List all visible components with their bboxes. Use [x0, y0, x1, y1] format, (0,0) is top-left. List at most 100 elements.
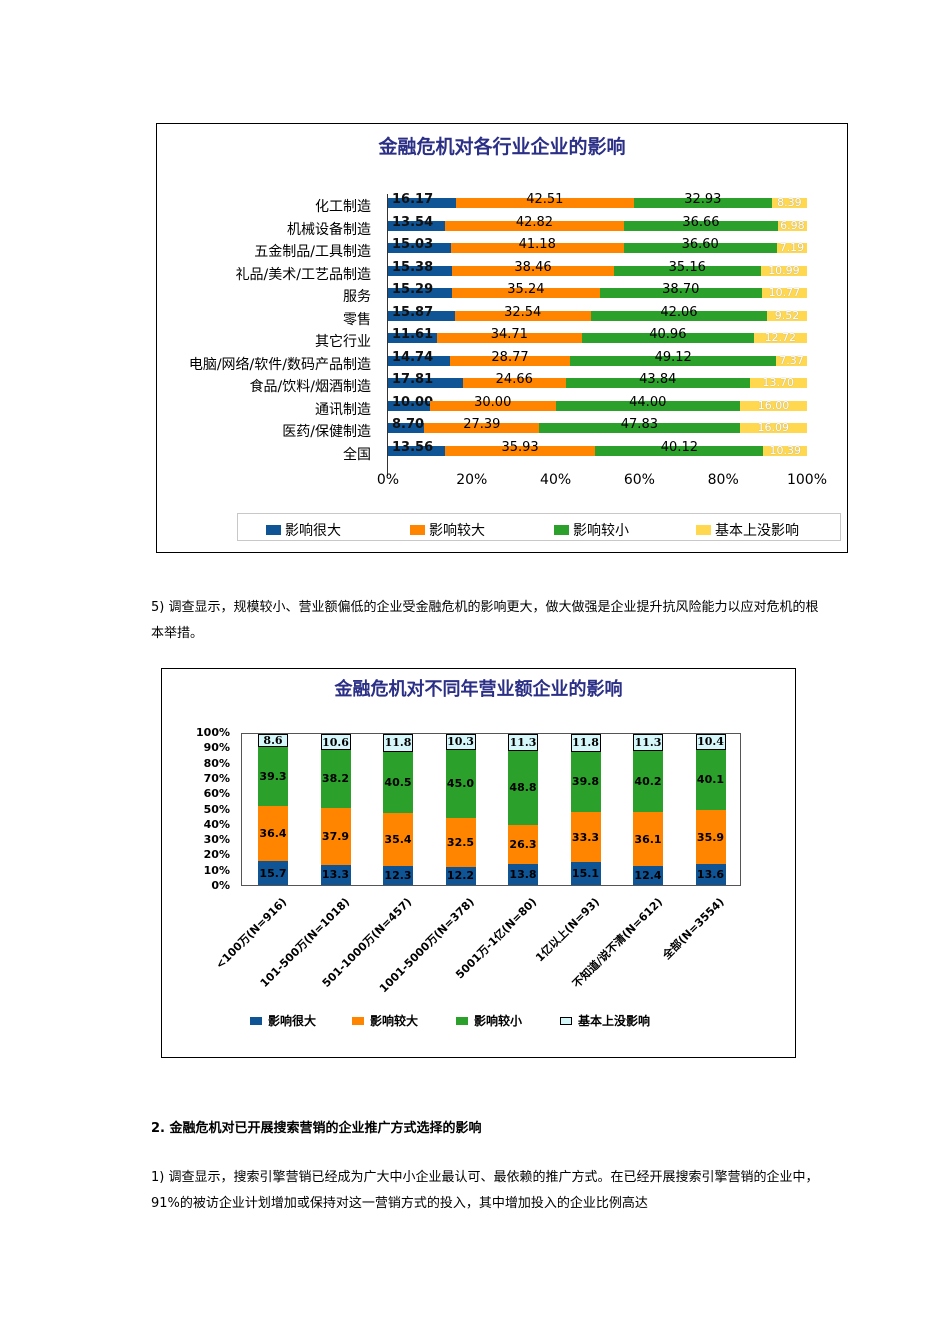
- x-tick-label: 80%: [707, 472, 739, 488]
- x-tick-label: 40%: [540, 472, 572, 488]
- bar-segment: 14.74: [388, 350, 450, 366]
- stacked-bar: 15.29 35.24 38.70 10.77: [388, 282, 807, 299]
- legend-item-larger: 影响较大: [410, 520, 485, 540]
- chart-title: 金融危机对各行业企业的影响: [378, 136, 626, 158]
- y-tick-label: 20%: [203, 848, 230, 862]
- bar-segment: 15.29: [388, 282, 453, 298]
- stacked-bar: 17.81 24.66 43.84 13.70: [388, 372, 807, 389]
- segment-value: 17.81: [392, 372, 434, 387]
- stacked-column: 12.4 36.1 40.2 11.3: [633, 734, 663, 885]
- x-axis-ticks: 0% 20% 40% 60% 80% 100%: [377, 472, 827, 488]
- column-segment: 12.2: [445, 866, 476, 885]
- column-segment: 15.1: [570, 862, 601, 885]
- y-tick-label: 30%: [203, 833, 230, 847]
- segment-value: 32.93: [684, 192, 722, 207]
- stacked-bar: 13.56 35.93 40.12 10.39: [388, 440, 807, 457]
- x-tick-label: 全部(N=3554): [660, 895, 728, 962]
- x-tick-label: 100%: [786, 472, 828, 488]
- bar-segment: 8.39: [771, 196, 807, 209]
- segment-value: 13.56: [392, 439, 434, 455]
- bar-segment: 15.03: [388, 237, 451, 253]
- bar-segment: 30.00: [429, 395, 556, 411]
- bar-segment: 44.00: [555, 395, 740, 411]
- bar-segment: 38.46: [452, 260, 614, 276]
- segment-value: 35.16: [668, 259, 706, 275]
- chart-row: 全国 13.56 35.93 40.12 10.39: [157, 440, 847, 463]
- segment-value: 24.66: [495, 372, 533, 387]
- y-tick-label: 70%: [203, 771, 230, 785]
- y-axis-line: [387, 194, 388, 476]
- bar-segment: 35.93: [444, 440, 596, 456]
- segment-value: 10.00: [392, 394, 434, 410]
- legend-item-larger: 影响较大: [352, 1012, 418, 1029]
- chart-row: 化工制造 16.17 42.51 32.93 8.39: [157, 192, 847, 215]
- chart-row: 电脑/网络/软件/数码产品制造 14.74 28.77 49.12 7.37: [157, 349, 847, 373]
- column-segment: 37.9: [320, 807, 351, 865]
- chart-row: 服务 15.29 35.24 38.70 10.77: [157, 282, 847, 305]
- row-label: 礼品/美术/工艺品制造: [235, 266, 371, 283]
- column-segment: 40.1: [695, 749, 726, 811]
- segment-value: 6.98: [780, 218, 805, 232]
- row-label: 其它行业: [315, 334, 371, 350]
- y-tick-label: 40%: [203, 817, 230, 831]
- bar-segment: 10.99: [760, 264, 807, 277]
- bar-segment: 6.98: [777, 218, 807, 232]
- segment-value: 16.09: [757, 421, 790, 434]
- legend-swatch: [250, 1016, 262, 1025]
- paragraph-1: 1) 调查显示，搜索引擎营销已经成为广大中小企业最认可、最依赖的推广方式。在已经…: [151, 1170, 819, 1211]
- y-tick-label: 80%: [203, 756, 230, 770]
- bar-segment: 17.81: [388, 372, 463, 388]
- segment-value: 8.70: [392, 417, 425, 432]
- segment-value: 40.96: [649, 327, 687, 342]
- bar-segment: 47.83: [539, 417, 740, 433]
- segment-value: 47.83: [620, 417, 658, 432]
- segment-value: 15.03: [392, 237, 434, 252]
- row-label: 电脑/网络/软件/数码产品制造: [188, 356, 371, 373]
- column-segment: 11.3: [633, 734, 663, 752]
- column-segment: 13.8: [508, 864, 538, 885]
- column-segment: 10.3: [445, 734, 476, 750]
- legend-swatch: [696, 525, 711, 535]
- stacked-column: 15.1 33.3 39.8 11.8: [570, 734, 601, 885]
- y-tick-label: 10%: [203, 863, 230, 877]
- bar-segment: 27.39: [424, 417, 540, 433]
- section-heading: 2. 金融危机对已开展搜索营销的企业推广方式选择的影响: [151, 1121, 482, 1136]
- segment-value: 41.18: [518, 237, 556, 252]
- bar-segment: 24.66: [462, 372, 566, 388]
- segment-value: 14.74: [392, 349, 434, 365]
- chart-title: 金融危机对不同年营业额企业的影响: [334, 679, 623, 700]
- bar-segment: 43.84: [565, 372, 750, 388]
- segment-value: 42.82: [515, 214, 554, 230]
- y-tick-label: 0%: [211, 879, 230, 892]
- legend-swatch: [554, 525, 569, 535]
- column-segment: 32.5: [445, 817, 476, 867]
- revenue-impact-chart: 金融危机对不同年营业额企业的影响 100% 90% 80% 70% 60% 50% 40% 3…: [161, 668, 796, 1058]
- column-segment: 12.3: [383, 866, 413, 885]
- column-segment: 40.5: [383, 751, 413, 813]
- segment-value: 43.84: [639, 372, 677, 387]
- stacked-bar: 15.87 32.54 42.06 9.52: [388, 305, 807, 322]
- chart-row: 食品/饮料/烟酒制造 17.81 24.66 43.84 13.70: [157, 372, 847, 395]
- segment-value: 13.70: [762, 376, 795, 389]
- bar-segment: 13.70: [749, 376, 807, 389]
- chart-legend: 影响很大 影响较大 影响较小 基本上没影响: [250, 1012, 730, 1032]
- column-segment: 38.2: [320, 750, 351, 808]
- legend-item-very-large: 影响很大: [266, 520, 341, 540]
- y-tick-label: 100%: [196, 726, 230, 739]
- legend-swatch: [456, 1016, 468, 1025]
- bar-segment: 34.71: [436, 327, 583, 343]
- column-segment: 13.6: [695, 864, 726, 885]
- segment-value: 28.77: [491, 349, 529, 365]
- column-segment: 36.4: [258, 806, 288, 862]
- bar-segment: 40.12: [595, 440, 764, 456]
- bar-segment: 15.87: [388, 305, 455, 321]
- stacked-column: 13.6 35.9 40.1 10.4: [695, 734, 726, 885]
- bar-segment: 36.66: [624, 215, 778, 231]
- stacked-bar: 13.54 42.82 36.66 6.98: [388, 215, 807, 232]
- bar-segment: 32.93: [633, 192, 772, 208]
- segment-value: 42.51: [526, 192, 564, 207]
- row-label: 服务: [343, 289, 371, 305]
- chart-row: 礼品/美术/工艺品制造 15.38 38.46 35.16 10.99: [157, 259, 847, 283]
- column-segment: 39.3: [258, 747, 288, 807]
- stacked-bar: 10.00 30.00 44.00 16.00: [388, 395, 807, 412]
